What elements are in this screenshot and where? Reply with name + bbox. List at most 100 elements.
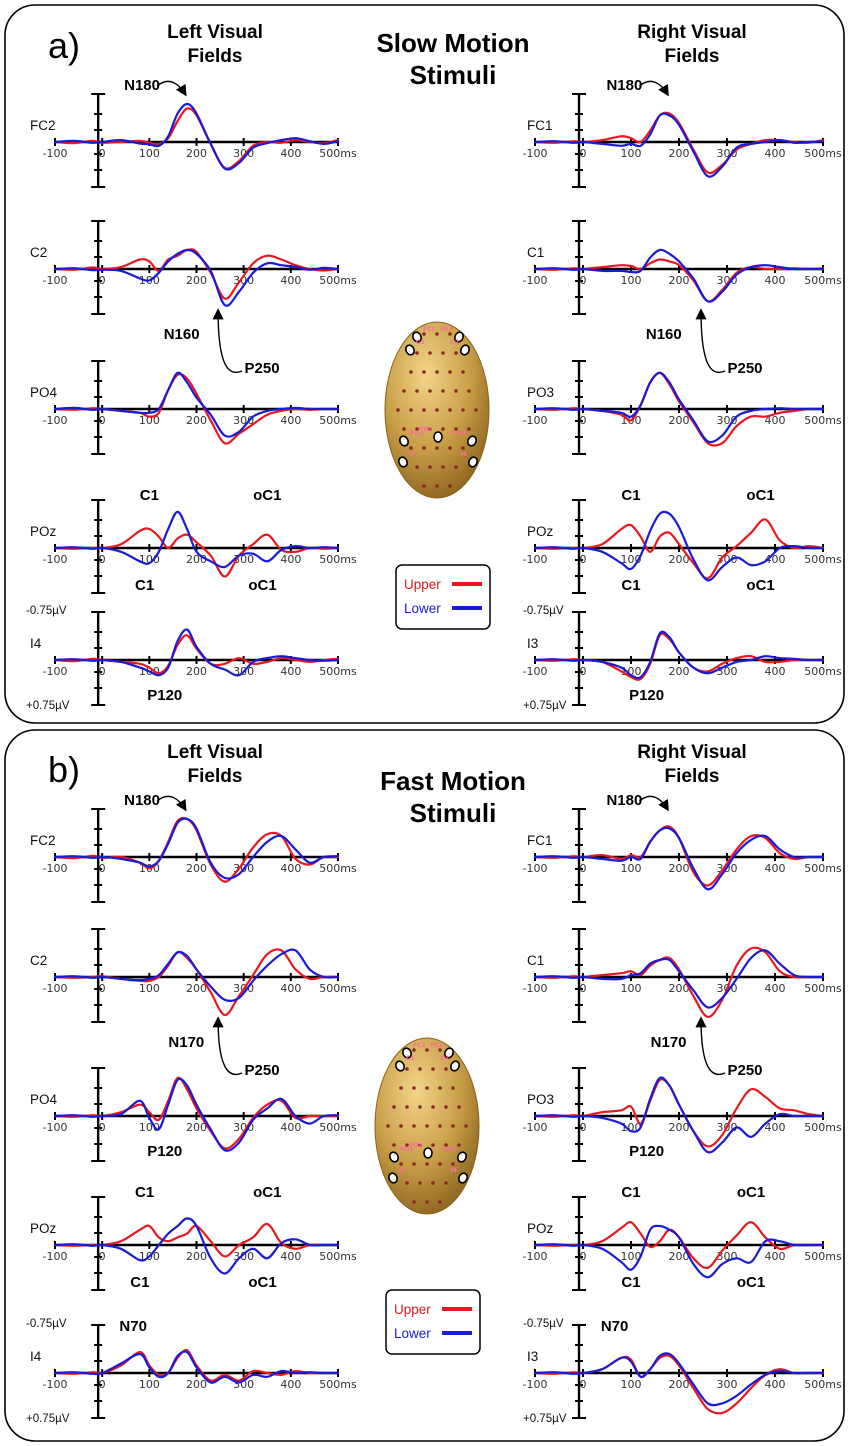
- component-label: C1: [135, 1184, 154, 1201]
- x-tick-label: 500ms: [804, 147, 842, 160]
- x-tick-label: 0: [99, 1250, 106, 1263]
- series-line-lower: [533, 248, 825, 303]
- electrode-dot: [435, 332, 439, 336]
- electrode-dot: [405, 1143, 409, 1147]
- y-tick-label-bottom: +0.75µV: [523, 1413, 567, 1425]
- electrode-marker: [450, 1060, 460, 1072]
- x-tick-label: -100: [523, 1250, 548, 1263]
- x-tick-label: 200: [186, 1250, 207, 1263]
- x-tick-label: -100: [43, 1121, 68, 1134]
- panel-b-legend: Upper Lower: [385, 1289, 481, 1355]
- x-tick-label: -100: [523, 1378, 548, 1391]
- electrode-dot: [431, 1105, 435, 1109]
- electrode-label: PO4: [442, 1146, 456, 1153]
- electrode-label: I4: [451, 1167, 457, 1174]
- channel-label: PO3: [527, 385, 554, 400]
- x-tick-label: 400: [765, 1250, 786, 1263]
- channel-label: C2: [30, 953, 47, 968]
- x-tick-label: 0: [99, 553, 106, 566]
- electrode-label: C2: [440, 1055, 449, 1062]
- channel-label: POz: [30, 524, 57, 539]
- electrode-dot: [409, 370, 413, 374]
- electrode-dot: [415, 351, 419, 355]
- series-line-lower: [53, 1217, 340, 1275]
- component-label: P120: [629, 687, 664, 704]
- x-tick-label: 200: [186, 862, 207, 875]
- series-line-lower: [53, 248, 340, 307]
- electrode-marker: [423, 1147, 433, 1159]
- erp-plot-right-i3: -100 0 100 200 300 400 500ms I3 -0.75µV +0.75µV N7…: [523, 1318, 842, 1425]
- x-tick-label: 400: [280, 1250, 301, 1263]
- x-tick-label: 500ms: [804, 414, 842, 427]
- electrode-dot: [451, 1086, 455, 1090]
- x-tick-label: 300: [717, 147, 738, 160]
- x-tick-label: 500ms: [319, 147, 357, 160]
- x-tick-label: 500ms: [319, 862, 357, 875]
- series-line-upper: [533, 258, 825, 303]
- x-tick-label: -100: [43, 1378, 68, 1391]
- electrode-dot: [399, 1124, 403, 1128]
- x-tick-label: -100: [43, 982, 68, 995]
- x-tick-label: 100: [621, 862, 642, 875]
- component-label: oC1: [248, 1274, 276, 1291]
- panel-b-right-title-2: Fields: [665, 766, 720, 787]
- x-tick-label: 400: [280, 414, 301, 427]
- electrode-label: FC2: [430, 1042, 443, 1049]
- x-tick-label: 400: [765, 1121, 786, 1134]
- panel-a-legend: Upper Lower: [395, 564, 491, 630]
- x-tick-label: 400: [765, 862, 786, 875]
- erp-plot-left-i4: -100 0 100 200 300 400 500msI4-0.75µV+0.75µVN7…: [26, 1318, 357, 1425]
- erp-plot-left-po4: -100 0 100 200 300 400 500ms PO4: [30, 360, 357, 455]
- x-tick-label: 100: [621, 1250, 642, 1263]
- x-tick-label: 500ms: [804, 1250, 842, 1263]
- electrode-dot: [448, 370, 452, 374]
- x-tick-label: 200: [186, 1378, 207, 1391]
- x-tick-label: 400: [765, 147, 786, 160]
- electrode-dot: [438, 1162, 442, 1166]
- x-tick-label: 500ms: [319, 553, 357, 566]
- annotation-arrow: [212, 1016, 243, 1076]
- electrode-dot: [422, 332, 426, 336]
- series-line-lower: [533, 510, 825, 582]
- electrode-label: FC2: [440, 326, 453, 333]
- series-line-upper: [533, 825, 825, 887]
- component-label: P250: [727, 360, 762, 377]
- x-tick-label: -100: [523, 274, 548, 287]
- electrode-label: FC1: [423, 326, 436, 333]
- x-tick-label: -100: [523, 414, 548, 427]
- series-line-lower: [53, 510, 340, 569]
- x-tick-label: -100: [43, 274, 68, 287]
- electrode-dot: [405, 1181, 409, 1185]
- electrode-dot: [405, 1067, 409, 1071]
- legend-upper-label: Upper: [404, 577, 441, 592]
- x-tick-label: -100: [523, 665, 548, 678]
- electrode-dot: [464, 1124, 468, 1128]
- electrode-dot: [454, 465, 458, 469]
- component-label: C1: [621, 487, 640, 504]
- annotation-arrow: [695, 1016, 726, 1076]
- electrode-dot: [451, 1162, 455, 1166]
- electrode-dot: [457, 1105, 461, 1109]
- electrode-dot: [467, 389, 471, 393]
- electrode-dot: [428, 427, 432, 431]
- component-label: N70: [601, 1318, 629, 1335]
- component-label: N170: [651, 1034, 687, 1051]
- legend-lower-label: Lower: [394, 1326, 431, 1341]
- electrode-dot: [418, 1105, 422, 1109]
- electrode-dot: [441, 427, 445, 431]
- electrode-dot: [448, 408, 452, 412]
- component-label: N180: [124, 792, 160, 809]
- electrode-dot: [454, 427, 458, 431]
- x-tick-label: 100: [139, 982, 160, 995]
- electrode-dot: [428, 389, 432, 393]
- panel-b-letter: b): [48, 749, 80, 790]
- electrode-marker: [402, 1047, 412, 1059]
- x-tick-label: 300: [717, 665, 738, 678]
- series-line-lower: [533, 371, 825, 444]
- channel-label: I3: [527, 636, 538, 651]
- electrode-dot: [412, 1086, 416, 1090]
